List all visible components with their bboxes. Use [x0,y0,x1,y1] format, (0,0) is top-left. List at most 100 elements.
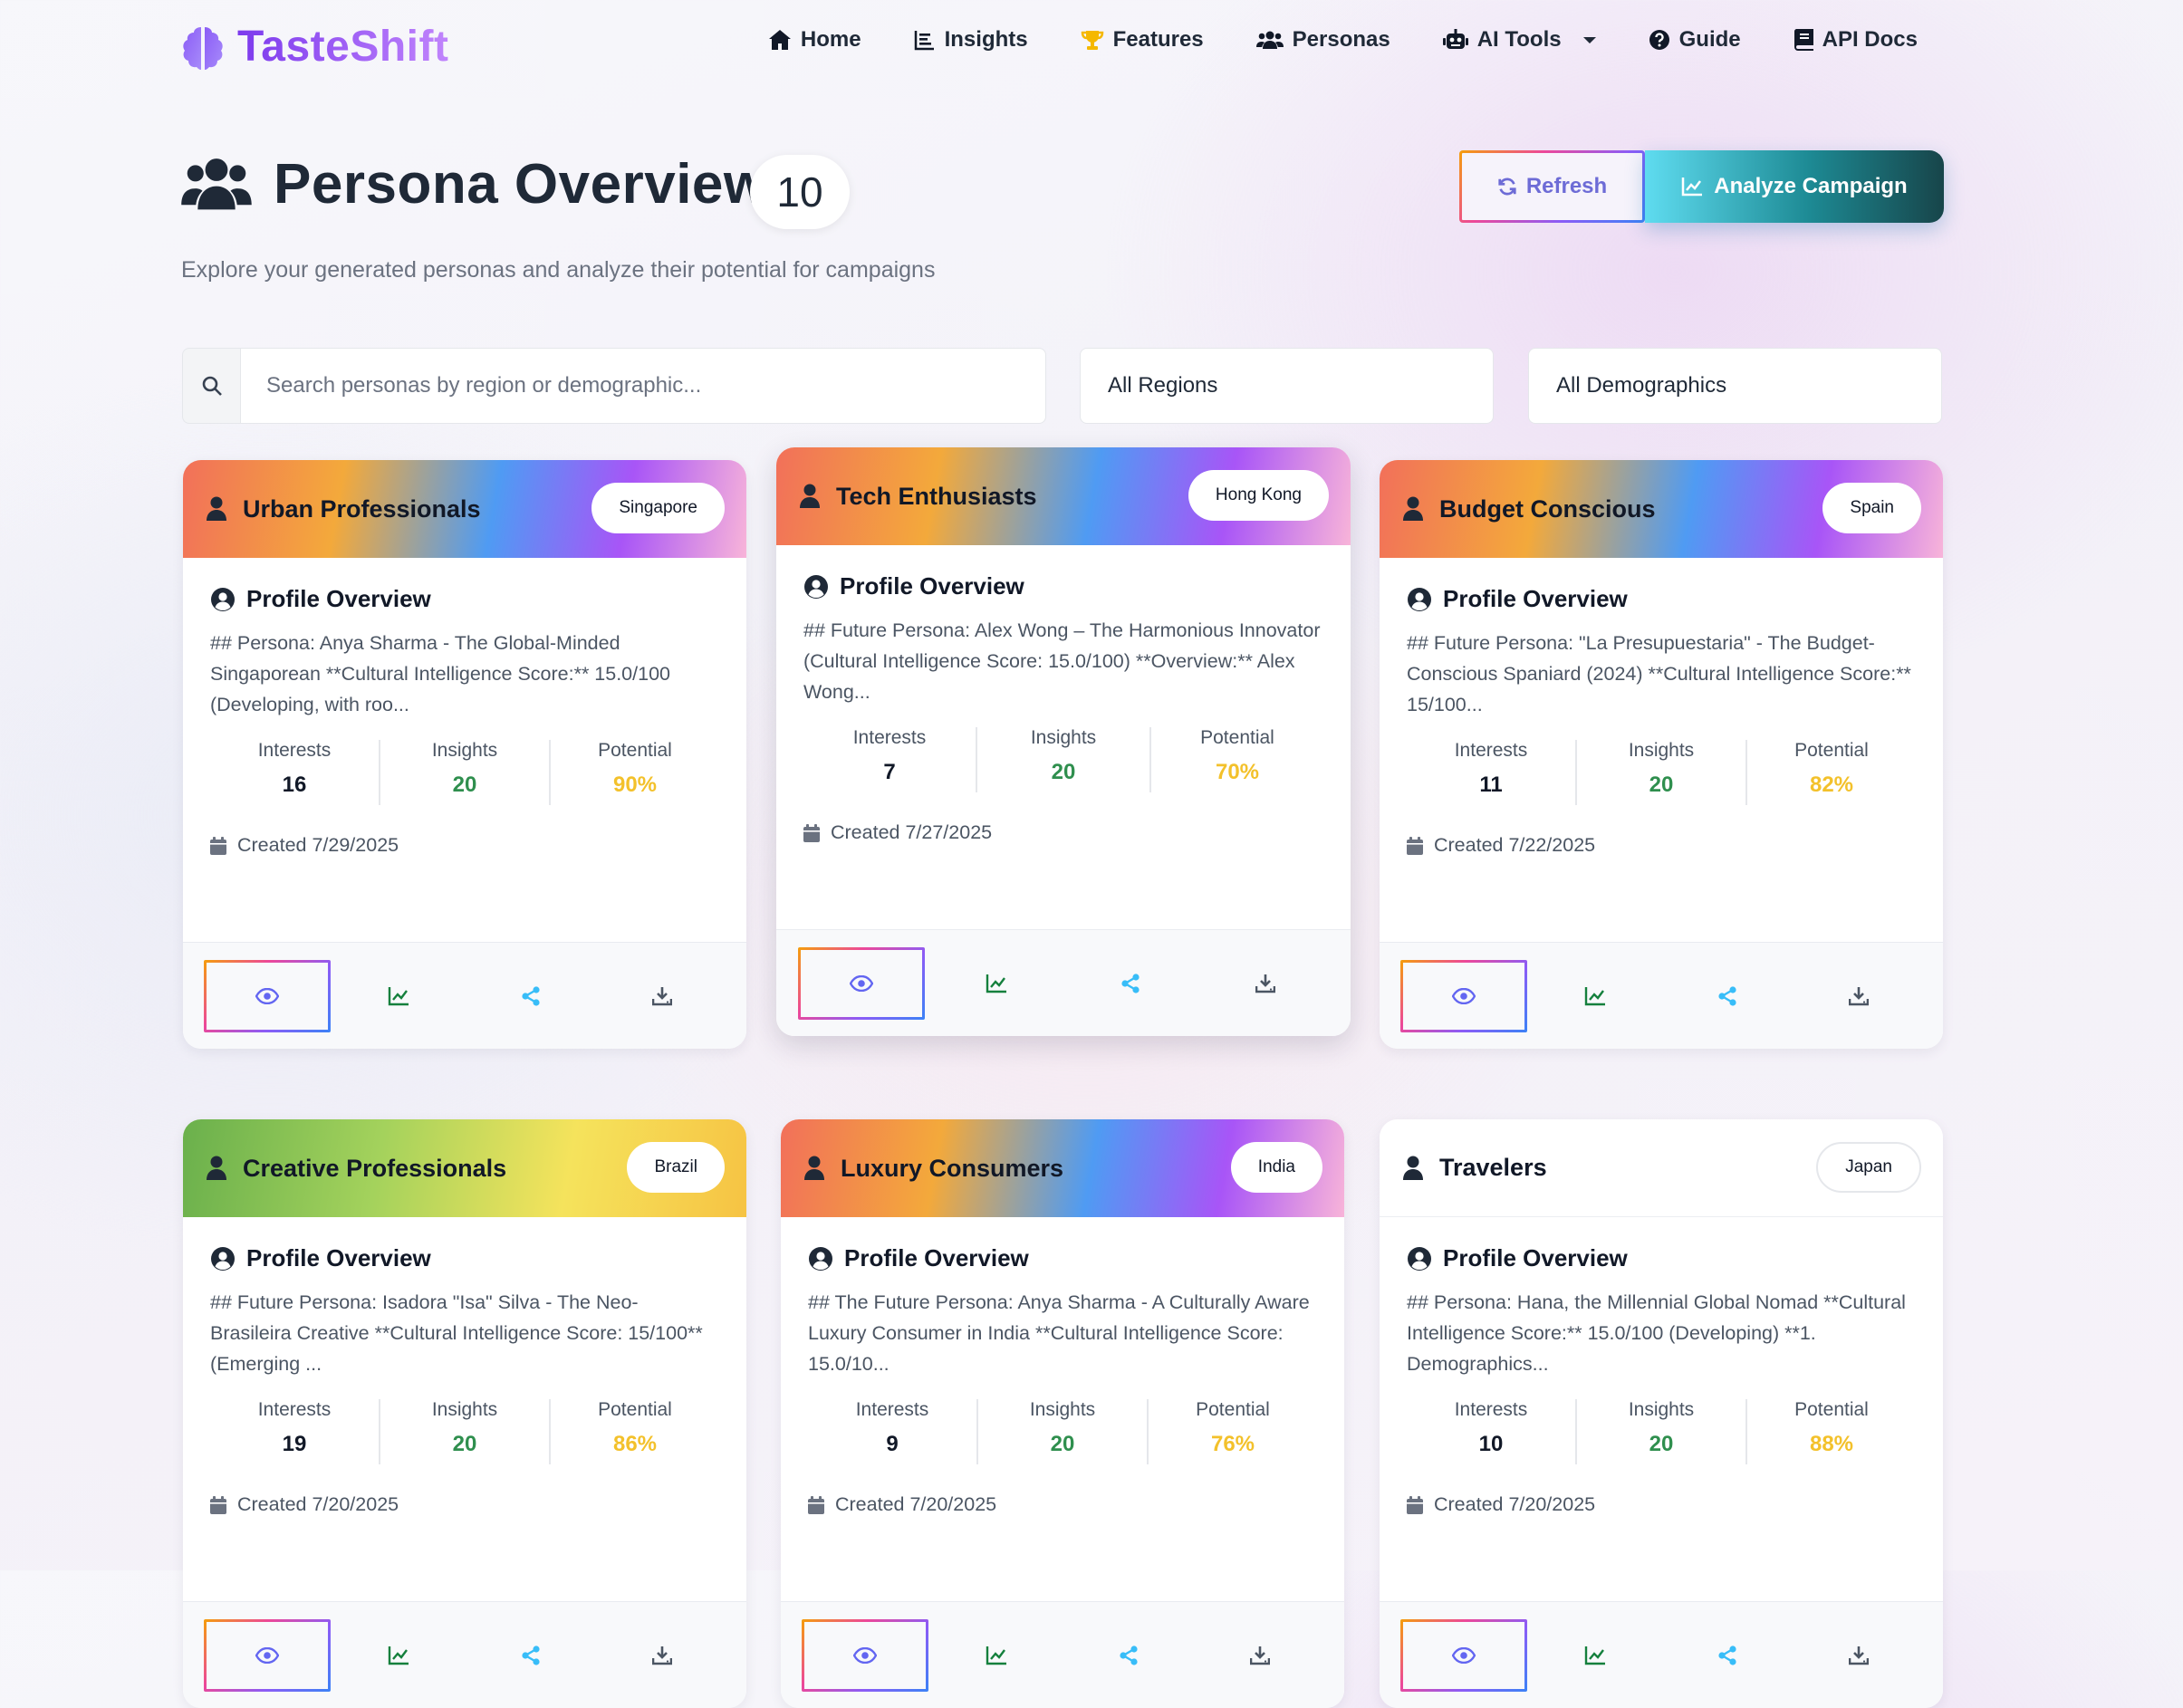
brand-logo[interactable]: TasteShift [181,22,448,72]
profile-overview-heading: Profile Overview [803,572,1323,600]
view-button[interactable] [1400,960,1527,1032]
view-button[interactable] [802,1619,928,1692]
persona-card[interactable]: Creative Professionals Brazil Profile Ov… [183,1119,746,1708]
persona-card-body: Profile Overview ## Future Persona: "La … [1380,558,1943,942]
persona-card-actions [1380,942,1943,1049]
share-button[interactable] [1067,947,1194,1020]
download-button[interactable] [1197,1619,1323,1692]
stat-interests: Interests 16 [210,740,380,805]
view-button[interactable] [798,947,925,1020]
persona-card-actions [776,929,1351,1036]
stat-value: 86% [612,1432,658,1456]
stat-label: Insights [1030,727,1097,748]
persona-title: Budget Conscious [1439,494,1656,523]
created-date-label: Created 7/29/2025 [237,834,399,856]
refresh-icon [1498,178,1516,196]
share-button[interactable] [467,1619,594,1692]
region-select[interactable]: All Regions [1080,348,1494,424]
refresh-button[interactable]: Refresh [1459,150,1645,223]
page-subtitle: Explore your generated personas and anal… [181,257,936,283]
share-button[interactable] [467,960,594,1032]
stat-value: 11 [1479,772,1503,797]
list-icon [914,31,934,51]
persona-card[interactable]: Tech Enthusiasts Hong Kong Profile Overv… [776,447,1351,1036]
stat-label: Potential [1794,1399,1869,1420]
analyze-button[interactable] [933,947,1060,1020]
persona-card[interactable]: Budget Conscious Spain Profile Overview … [1380,460,1943,1049]
created-date: Created 7/20/2025 [808,1493,1317,1516]
download-button[interactable] [1795,1619,1922,1692]
search-group [182,348,1046,424]
download-button[interactable] [599,960,726,1032]
profile-overview-label: Profile Overview [246,1244,431,1271]
view-button[interactable] [204,1619,331,1692]
nav-insights[interactable]: Insights [914,27,1028,53]
user-icon [1403,496,1423,521]
view-button[interactable] [1400,1619,1527,1692]
persona-stats: Interests 19 Insights 20 Potential 86% [210,1399,719,1464]
stat-label: Potential [598,1399,672,1420]
profile-overview-heading: Profile Overview [1407,1244,1916,1272]
stat-label: Interests [257,1399,332,1420]
analyze-button[interactable] [1532,1619,1659,1692]
analyze-button[interactable] [933,1619,1060,1692]
created-date-label: Created 7/27/2025 [831,821,993,843]
stat-value: 9 [886,1432,899,1456]
persona-title: Luxury Consumers [841,1154,1064,1182]
nav-api-docs[interactable]: API Docs [1794,27,1918,53]
share-button[interactable] [1664,1619,1791,1692]
nav-features[interactable]: Features [1081,27,1204,53]
chart-line-icon [389,1646,409,1665]
persona-card-actions [183,942,746,1049]
search-input[interactable] [240,348,1046,424]
share-button[interactable] [1065,1619,1192,1692]
chart-line-icon [986,974,1006,993]
persona-card-header: Creative Professionals Brazil [183,1119,746,1217]
persona-card-actions [183,1601,746,1708]
persona-stats: Interests 10 Insights 20 Potential 88% [1407,1399,1916,1464]
analyze-campaign-button[interactable]: Analyze Campaign [1645,150,1944,223]
profile-summary: ## Persona: Hana, the Millennial Global … [1407,1291,1906,1375]
nav-guide-label: Guide [1678,27,1741,52]
share-button[interactable] [1664,960,1791,1032]
view-button[interactable] [204,960,331,1032]
analyze-button[interactable] [1532,960,1659,1032]
stat-value: 82% [1809,772,1854,797]
persona-card-body: Profile Overview ## Persona: Hana, the M… [1380,1217,1943,1601]
download-button[interactable] [1202,947,1329,1020]
persona-card-body: Profile Overview ## Future Persona: Isad… [183,1217,746,1601]
nav-personas[interactable]: Personas [1255,27,1390,53]
nav-guide[interactable]: Guide [1649,27,1741,53]
book-icon [1794,29,1813,51]
nav-home[interactable]: Home [768,27,861,53]
persona-card-header: Urban Professionals Singapore [183,460,746,558]
stat-label: Interests [852,727,927,748]
profile-summary: ## Persona: Anya Sharma - The Global-Min… [210,632,670,715]
created-date-label: Created 7/22/2025 [1434,834,1596,856]
stat-value: 20 [1051,760,1076,784]
persona-card[interactable]: Travelers Japan Profile Overview ## Pers… [1380,1119,1943,1708]
user-icon [800,484,820,508]
nav-ai-tools-dropdown[interactable]: AI Tools [1442,27,1596,53]
demographic-select[interactable]: All Demographics [1528,348,1942,424]
download-icon [652,1646,673,1665]
share-icon [1120,1645,1138,1665]
persona-card-actions [1380,1601,1943,1708]
created-date: Created 7/20/2025 [210,1493,719,1516]
persona-card[interactable]: Urban Professionals Singapore Profile Ov… [183,460,746,1049]
created-date: Created 7/20/2025 [1407,1493,1916,1516]
share-icon [522,1645,540,1665]
profile-overview-heading: Profile Overview [808,1244,1317,1272]
stat-value: 20 [1649,772,1674,797]
analyze-button[interactable] [335,960,462,1032]
persona-title: Tech Enthusiasts [836,482,1037,510]
download-button[interactable] [1795,960,1922,1032]
profile-overview-label: Profile Overview [1443,1244,1628,1271]
stat-insights: Insights 20 [380,1399,551,1464]
persona-title: Travelers [1439,1154,1547,1181]
download-button[interactable] [599,1619,726,1692]
created-date: Created 7/22/2025 [1407,834,1916,857]
persona-card[interactable]: Luxury Consumers India Profile Overview … [781,1119,1344,1708]
eye-icon [1451,1646,1476,1664]
analyze-button[interactable] [335,1619,462,1692]
